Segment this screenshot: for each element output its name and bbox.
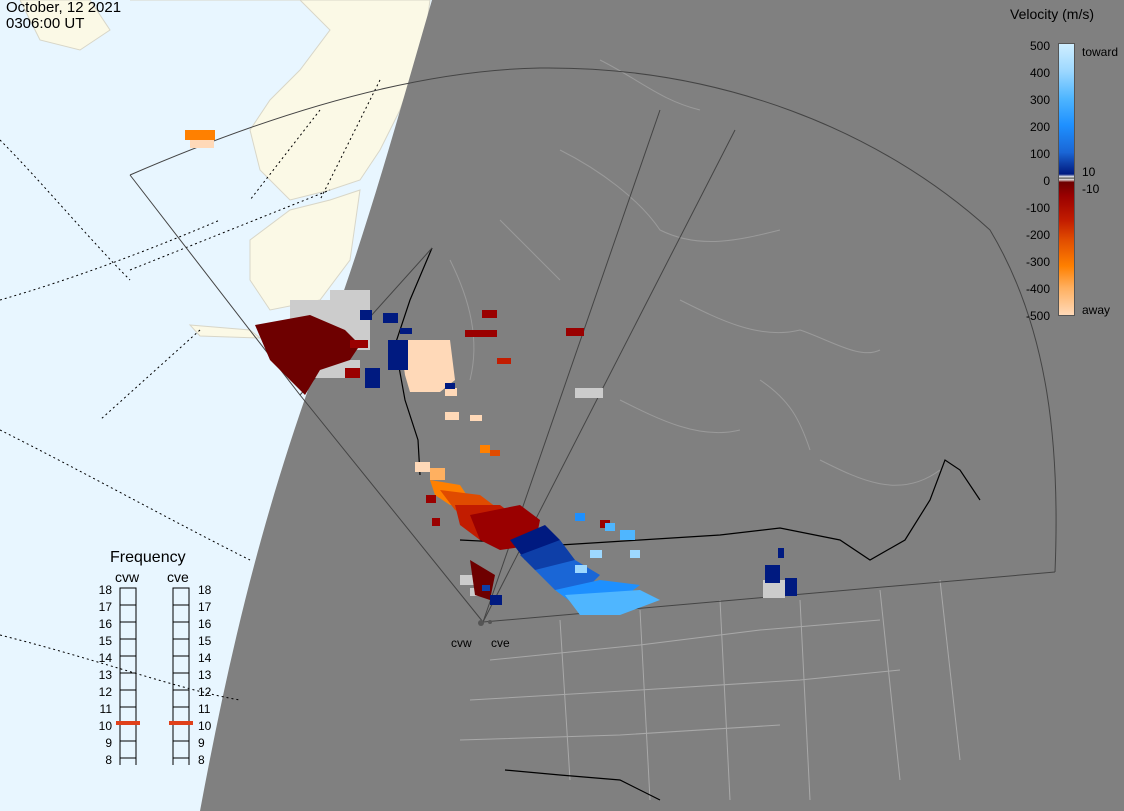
cvw-box-9 bbox=[119, 740, 137, 759]
aleutian-arm bbox=[188, 324, 262, 339]
cve-level-16: 16 bbox=[198, 617, 212, 631]
frequency-label-cvw: cvw bbox=[115, 569, 140, 585]
cvw-level-14: 14 bbox=[99, 651, 113, 665]
cvw-box-10 bbox=[119, 723, 137, 742]
legend-toward-label: toward bbox=[1082, 45, 1119, 59]
cve-box-14 bbox=[172, 655, 190, 674]
cvw-level-13: 13 bbox=[99, 668, 113, 682]
legend-tick-10: 10 bbox=[1082, 165, 1096, 179]
cvw-box-16 bbox=[119, 621, 137, 640]
cve-box-10 bbox=[172, 723, 190, 742]
date-label: October, 12 2021 bbox=[6, 0, 122, 16]
cvw-level-8: 8 bbox=[105, 753, 112, 765]
cve-level-17: 17 bbox=[198, 600, 212, 614]
cvw-box-17 bbox=[119, 604, 137, 623]
tick-300: 300 bbox=[1029, 93, 1050, 107]
frequency-title: Frequency bbox=[110, 549, 186, 566]
timestamp-block: October, 12 2021 0306:00 UT bbox=[6, 0, 121, 32]
frequency-column-cve: 18 17 16 15 14 13 12 11 10 9 8 bbox=[169, 585, 212, 765]
country-borders bbox=[394, 247, 981, 801]
state-boundaries bbox=[459, 579, 961, 801]
frequency-label-cve: cve bbox=[167, 569, 189, 585]
velocity-colorbar bbox=[1058, 43, 1075, 316]
cve-box-13 bbox=[172, 672, 190, 691]
radar-label-cvw: cvw bbox=[451, 636, 472, 650]
cve-level-11: 11 bbox=[198, 702, 211, 716]
cvw-level-17: 17 bbox=[99, 600, 113, 614]
cvw-level-16: 16 bbox=[99, 617, 113, 631]
cvw-box-15 bbox=[119, 638, 137, 657]
legend-tick-neg-10: -10 bbox=[1082, 182, 1100, 196]
tick-neg-200: -200 bbox=[1025, 228, 1050, 242]
cve-level-10: 10 bbox=[198, 719, 212, 733]
velocity-cells-peach bbox=[400, 340, 482, 472]
radar-site-cve bbox=[488, 620, 492, 624]
cve-box-8 bbox=[172, 757, 190, 765]
tick-neg-100: -100 bbox=[1025, 201, 1050, 215]
legend-away-label: away bbox=[1082, 303, 1111, 317]
cvw-level-10: 10 bbox=[99, 719, 113, 733]
cve-level-8: 8 bbox=[198, 753, 205, 765]
cvw-box-18 bbox=[119, 587, 137, 606]
tick-neg-300: -300 bbox=[1025, 255, 1050, 269]
tick-neg-500: -500 bbox=[1025, 309, 1050, 323]
frequency-gauges: 18 17 16 15 14 13 12 11 10 9 8 18 17 16 15 14 13 12 11 10 9… bbox=[99, 585, 212, 765]
cve-level-13: 13 bbox=[198, 668, 212, 682]
cve-box-17 bbox=[172, 604, 190, 623]
radar-site-cvw bbox=[478, 620, 484, 626]
cvw-selected-frequency-marker bbox=[116, 721, 140, 725]
cve-level-18: 18 bbox=[198, 585, 212, 597]
cve-box-18 bbox=[172, 587, 190, 606]
cve-level-14: 14 bbox=[198, 651, 212, 665]
time-label: 0306:00 UT bbox=[6, 15, 85, 32]
cve-level-9: 9 bbox=[198, 736, 205, 750]
day-land-siberia bbox=[19, 0, 111, 51]
cvw-level-12: 12 bbox=[99, 685, 113, 699]
cve-level-12: 12 bbox=[198, 685, 212, 699]
cvw-box-13 bbox=[119, 672, 137, 691]
night-coastlines bbox=[449, 59, 941, 486]
cve-selected-frequency-marker bbox=[169, 721, 193, 725]
tick-100: 100 bbox=[1029, 147, 1050, 161]
legend-title: Velocity (m/s) bbox=[1010, 6, 1095, 22]
cvw-level-15: 15 bbox=[99, 634, 113, 648]
cve-level-15: 15 bbox=[198, 634, 212, 648]
frequency-column-cvw: 18 17 16 15 14 13 12 11 10 9 8 bbox=[99, 585, 140, 765]
tick-0: 0 bbox=[1043, 174, 1050, 188]
cve-box-9 bbox=[172, 740, 190, 759]
fov-outlines bbox=[129, 67, 1057, 623]
cve-box-16 bbox=[172, 621, 190, 640]
cvw-level-18: 18 bbox=[99, 585, 113, 597]
cve-box-15 bbox=[172, 638, 190, 657]
cvw-box-14 bbox=[119, 655, 137, 674]
tick-neg-400: -400 bbox=[1025, 282, 1050, 296]
radar-label-cve: cve bbox=[491, 636, 510, 650]
cvw-box-12 bbox=[119, 689, 137, 708]
legend-ticks: 500 400 300 200 100 0 -100 -200 -300 -40… bbox=[1010, 33, 1050, 330]
tick-400: 400 bbox=[1029, 66, 1050, 80]
cvw-level-9: 9 bbox=[105, 736, 112, 750]
velocity-cells-toward bbox=[360, 310, 797, 615]
tick-200: 200 bbox=[1029, 120, 1050, 134]
day-land-peninsula bbox=[249, 189, 361, 311]
night-terminator-region bbox=[200, 0, 1124, 811]
cvw-box-8 bbox=[119, 757, 137, 765]
cvw-level-11: 11 bbox=[100, 702, 113, 716]
tick-500: 500 bbox=[1029, 39, 1050, 53]
cve-box-12 bbox=[172, 689, 190, 708]
